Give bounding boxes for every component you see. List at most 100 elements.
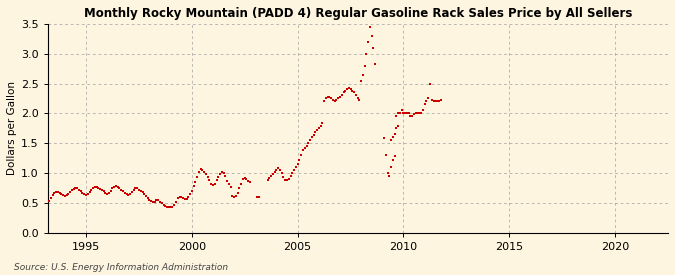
Point [117,189,128,194]
Point [149,199,160,204]
Point [102,192,113,196]
Point [418,108,429,112]
Point [306,135,317,139]
Point [236,182,246,186]
Point [198,169,209,174]
Point [171,199,182,204]
Point [220,174,231,179]
Point [181,196,192,201]
Point [44,199,55,203]
Point [218,171,229,175]
Point [217,169,227,174]
Point [358,72,369,77]
Point [289,168,300,172]
Point [134,187,144,192]
Point [368,46,379,50]
Point [111,184,122,188]
Point [200,172,211,176]
Point [286,174,296,178]
Point [241,177,252,181]
Point [132,186,142,191]
Point [308,133,319,138]
Point [333,96,344,101]
Point [391,114,402,119]
Point [227,193,238,198]
Point [192,175,202,179]
Point [254,194,265,199]
Point [68,187,79,191]
Point [317,121,328,126]
Point [234,186,245,191]
Point [238,177,248,181]
Point [122,192,132,196]
Point [350,93,361,98]
Point [319,99,329,104]
Point [137,190,148,194]
Point [178,196,188,200]
Point [292,162,303,166]
Point [370,62,381,66]
Point [310,130,321,134]
Point [230,193,241,198]
Point [225,185,236,189]
Point [340,89,351,93]
Point [148,199,159,204]
Point [103,190,114,195]
Point [402,111,412,116]
Point [135,189,146,193]
Point [290,165,301,169]
Point [324,94,335,99]
Point [53,190,63,194]
Text: Source: U.S. Energy Information Administration: Source: U.S. Energy Information Administ… [14,263,227,272]
Point [185,192,196,197]
Point [296,153,306,157]
Point [58,193,69,197]
Point [361,51,372,56]
Point [142,196,153,200]
Point [206,182,217,186]
Point [88,186,99,190]
Point [354,98,365,102]
Point [356,78,367,83]
Point [416,111,427,116]
Point [66,188,77,192]
Point [431,99,442,104]
Point [329,99,340,104]
Point [208,183,219,187]
Point [74,187,84,192]
Point [394,111,405,116]
Point [398,111,409,116]
Point [61,193,72,197]
Point [123,193,134,197]
Point [42,200,53,205]
Point [410,111,421,116]
Point [194,169,205,174]
Point [313,126,324,130]
Point [197,168,208,172]
Point [421,99,432,104]
Point [126,190,137,194]
Point [229,194,240,199]
Point [322,94,333,99]
Point [84,190,95,194]
Point [266,174,277,178]
Point [186,189,197,193]
Point [393,124,404,129]
Point [294,158,304,162]
Point [97,188,107,192]
Point [65,190,76,194]
Point [155,199,165,204]
Point [119,190,130,195]
Point [180,196,190,201]
Point [86,187,97,192]
Point [331,98,342,102]
Point [428,99,439,104]
Point [183,194,194,199]
Point [387,135,398,139]
Point [77,190,88,195]
Point [91,185,102,189]
Point [384,174,395,178]
Point [165,205,176,210]
Point [281,178,292,182]
Point [153,198,164,203]
